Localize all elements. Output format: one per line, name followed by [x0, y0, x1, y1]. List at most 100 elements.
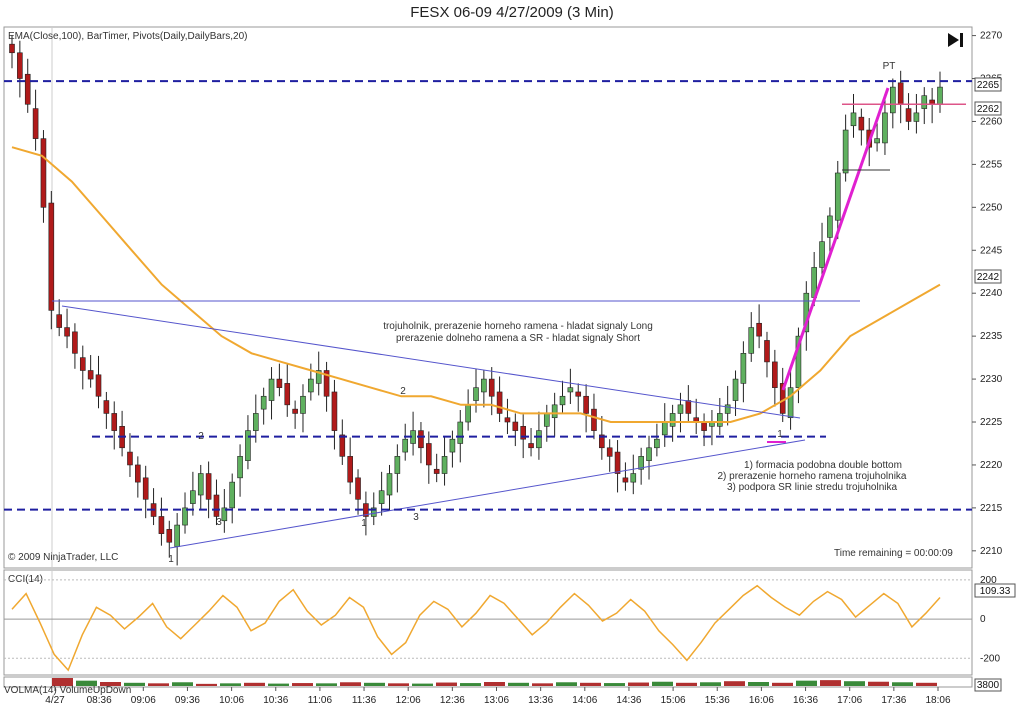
- candle: [127, 451, 133, 466]
- candle: [197, 473, 204, 496]
- candle: [622, 477, 629, 483]
- cci-tick-label: -200: [980, 653, 1000, 664]
- price-panel[interactable]: [3, 26, 973, 569]
- candle: [465, 404, 471, 423]
- candle: [229, 481, 236, 509]
- candle: [764, 340, 770, 363]
- candle: [819, 241, 825, 268]
- candle: [543, 413, 550, 427]
- volume-bar: [292, 683, 313, 686]
- volume-bar: [484, 682, 505, 686]
- volume-bar: [556, 682, 577, 686]
- time-tick-label: 11:06: [308, 695, 333, 706]
- ema-line: [11, 146, 941, 423]
- cci-panel[interactable]: [3, 569, 973, 676]
- volume-bar: [700, 682, 721, 686]
- volume-bar: [76, 680, 97, 686]
- candle: [426, 443, 432, 466]
- time-tick-label: 09:06: [131, 695, 156, 706]
- wave-mark: 2: [400, 386, 406, 397]
- candle: [661, 421, 668, 436]
- candle: [237, 456, 243, 479]
- annotation-setup-1: 1) formacia podobna double bottom: [744, 460, 902, 471]
- time-tick-label: 18:06: [925, 695, 950, 706]
- time-axis[interactable]: 4/27 08:36 09:06 09:36 10:06 10:36 11:06 11:36 1…: [45, 687, 951, 706]
- candle: [245, 430, 251, 461]
- time-tick-label: 09:36: [175, 695, 200, 706]
- time-tick-label: 16:36: [793, 695, 818, 706]
- price-axis[interactable]: 2270 2265 2260 2255 2250 2245 2240 2235 2230 2225…: [972, 31, 1003, 557]
- volume-bar: [124, 682, 145, 686]
- copyright-label: © 2009 NinjaTrader, LLC: [8, 552, 118, 563]
- candle: [591, 408, 597, 431]
- price-tick-label: 2240: [980, 288, 1003, 299]
- candle: [9, 43, 15, 54]
- candle: [79, 357, 86, 371]
- skip-to-end-icon[interactable]: [948, 33, 963, 47]
- candle: [528, 443, 534, 449]
- wave-mark: 1: [168, 554, 174, 565]
- volume-bar: [460, 683, 481, 686]
- time-tick-label: 08:36: [87, 695, 112, 706]
- candle: [890, 86, 896, 114]
- triangle-upper-line: [61, 305, 801, 419]
- candle: [740, 353, 747, 384]
- candle: [520, 426, 526, 440]
- candle: [111, 413, 118, 431]
- volume-bar: [844, 681, 865, 686]
- volume-bar: [508, 682, 529, 686]
- volume-bar: [628, 682, 649, 686]
- volume-bar: [820, 680, 841, 686]
- price-tick-label: 2260: [980, 116, 1003, 127]
- wave-mark: 2: [198, 431, 204, 442]
- candle: [850, 112, 857, 127]
- volume-bar: [796, 680, 817, 686]
- candle: [56, 314, 62, 328]
- candle: [433, 468, 440, 474]
- candle: [40, 138, 47, 208]
- volume-badge: 3800: [974, 678, 1002, 692]
- candle: [64, 327, 70, 337]
- candle: [536, 430, 542, 449]
- candle: [701, 421, 707, 431]
- candle: [268, 378, 275, 401]
- volume-bar: [916, 682, 937, 686]
- cci-tick-label: 200: [980, 575, 997, 586]
- time-tick-label: 17:36: [881, 695, 906, 706]
- candle: [48, 202, 55, 311]
- candle: [284, 383, 291, 406]
- price-tick-label: 2235: [980, 331, 1003, 342]
- candle: [834, 172, 841, 221]
- svg-text:2242: 2242: [977, 272, 1000, 283]
- volume-bar: [604, 683, 625, 686]
- candle: [394, 456, 401, 474]
- time-tick-label: 11:36: [352, 695, 377, 706]
- triangle-lower-line: [169, 439, 806, 549]
- candle: [300, 395, 306, 414]
- time-tick-label: 12:06: [396, 695, 421, 706]
- candle: [669, 413, 676, 427]
- volume-bar: [196, 683, 217, 686]
- candle: [166, 529, 173, 543]
- volume-bar: [772, 682, 793, 686]
- price-tick-label: 2245: [980, 245, 1003, 256]
- volume-bar: [244, 682, 265, 686]
- candle: [260, 395, 267, 410]
- candle: [551, 404, 558, 419]
- candle: [292, 408, 298, 414]
- candle: [787, 387, 794, 419]
- volume-bar: [748, 682, 769, 686]
- volume-bar: [436, 682, 457, 686]
- wave-mark: 1: [361, 518, 367, 529]
- volume-bar: [580, 682, 601, 686]
- time-tick-label: 16:06: [749, 695, 774, 706]
- candle: [402, 438, 409, 453]
- candle: [913, 112, 920, 122]
- volume-bar: [892, 682, 913, 686]
- candle: [905, 108, 912, 122]
- candle: [772, 361, 778, 388]
- candle: [827, 215, 833, 238]
- annotation-triangle-1: trojuholnik, prerazenie horneho ramena -…: [383, 321, 653, 332]
- pt-label: PT: [883, 61, 896, 72]
